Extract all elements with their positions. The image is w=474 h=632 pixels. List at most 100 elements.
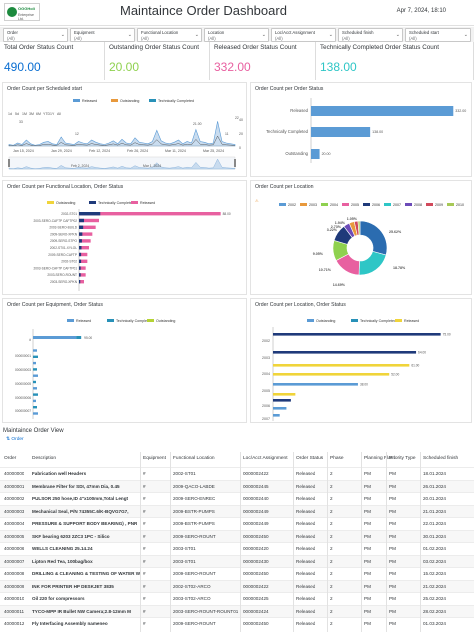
category-label: 2007: [262, 417, 270, 421]
data-label: 332.00: [455, 109, 466, 113]
table-cell: 2009-BSTR-PUMPS: [173, 521, 215, 526]
kpi-card[interactable]: Outstanding Order Status Count 20.00: [105, 42, 210, 80]
bar-location: [273, 333, 441, 336]
column-header[interactable]: Description: [32, 456, 56, 461]
table-cell: PM: [389, 546, 396, 551]
filter-scheduled-finish[interactable]: Scheduled finish (All) ⌄: [338, 28, 403, 42]
filter-equipment[interactable]: Equipment (All) ⌄: [70, 28, 135, 42]
table-row[interactable]: 40000007 Lipton Red Tea, 100bag/box #2003-…: [0, 554, 474, 567]
column-divider[interactable]: [170, 452, 171, 632]
logo-subtext: Enterprise Ltd.: [18, 13, 34, 21]
category-label: 2002-ST01: [61, 212, 77, 216]
filter-value: (All): [208, 36, 216, 41]
order-status-chart[interactable]: Released 332.00 Technically Completed 138.0…: [251, 83, 473, 178]
column-divider[interactable]: [240, 452, 241, 632]
table-row[interactable]: 40000004 PRESSURE & SUPPORT BODY BEARING)…: [0, 517, 474, 530]
bar-small: [33, 349, 37, 352]
column-header[interactable]: Loc/Acct Assignment: [243, 456, 288, 461]
legend-label: Outstanding: [120, 99, 139, 103]
column-header[interactable]: Order Status: [296, 456, 324, 461]
table-cell: Fabrication well Headers: [32, 471, 87, 476]
filter-value: (All): [409, 36, 417, 41]
equipment-chart[interactable]: Released Technically Completed Outstanding…: [3, 299, 248, 424]
legend-label: Technically Completed: [116, 319, 152, 323]
order-sort-button[interactable]: ⇅ Order: [6, 437, 24, 442]
x-tick-label: Mar 25, 2024: [203, 149, 224, 153]
filter-label: Scheduled finish: [342, 30, 374, 35]
table-cell: 2: [330, 608, 333, 614]
table-row[interactable]: 40000000 Fabrication well Headers #2002-ST…: [0, 467, 474, 480]
table-cell: #: [143, 546, 146, 551]
x-tick-label: Jan 29, 2024: [51, 149, 72, 153]
table-cell: PM: [364, 583, 371, 589]
filter-order[interactable]: Order (All) ⌄: [3, 28, 68, 42]
table-row[interactable]: 40000008 DRILLING & CLEANING & TESTING OF…: [0, 567, 474, 580]
column-header[interactable]: Functional Location: [173, 456, 215, 461]
scheduled-start-chart[interactable]: Released Outstanding Technically Completed…: [3, 83, 248, 178]
location-donut-chart[interactable]: ⚠ 2002 2003 2004 2005 2006 2007 2008 2009 2010 25.…: [251, 181, 473, 296]
datetime: Apr 7, 2024, 18:10: [396, 8, 446, 14]
kpi-card[interactable]: Technically Completed Order Status Count…: [316, 42, 474, 80]
panel-functional-location: Order Count per Functional Location, Ord…: [2, 180, 247, 295]
bar-outstanding: [311, 149, 320, 159]
bar-location: [273, 351, 417, 354]
category-label: Released: [290, 108, 308, 113]
table-row[interactable]: 40000010 Oil 220 for compressors #2003-ST0…: [0, 592, 474, 605]
functional-location-chart[interactable]: Outstanding Technically Completed Released…: [3, 181, 248, 296]
kpi-card[interactable]: Total Order Status Count 490.00: [0, 42, 105, 80]
navigator-label: Feb 2, 2024: [71, 164, 89, 168]
column-divider[interactable]: [327, 452, 328, 632]
table-cell: Oil 220 for compressors: [32, 596, 85, 601]
bar-location: [273, 383, 358, 386]
category-label: 2009-SERO-CAFTP: [48, 253, 77, 257]
chevron-down-icon: ⌄: [463, 32, 468, 38]
table-row[interactable]: 40000009 INK FOR PRINTER HP DESKJET 3835 #…: [0, 579, 474, 592]
table-cell: 30.01.2024: [423, 533, 446, 539]
table-cell: Fly Interfacing Assembly nameneo: [32, 621, 108, 626]
table-cell: PM: [389, 571, 396, 576]
column-divider[interactable]: [361, 452, 362, 632]
kpi-card[interactable]: Released Order Status Count 332.00: [210, 42, 316, 80]
column-header[interactable]: Planning Plant: [364, 456, 395, 461]
location-status-chart[interactable]: Outstanding Technically Completed Released…: [251, 299, 473, 424]
filter-label: Loc/Acct Assignment: [275, 30, 315, 35]
column-header[interactable]: Equipment: [143, 456, 166, 461]
data-label: 2.73%: [331, 225, 342, 229]
column-divider[interactable]: [386, 452, 387, 632]
legend-swatch: [47, 201, 54, 204]
table-cell: 2003-SERO-ROUNT-ROUNT01: [173, 608, 239, 614]
table-cell: 40000001: [4, 483, 25, 489]
filter-location[interactable]: Location (All) ⌄: [204, 28, 269, 42]
navigator-handle-left: [8, 159, 10, 167]
table-cell: 40000007: [4, 558, 25, 564]
table-row[interactable]: 40000002 PULSOR 250 hose,ID 4"x100mm,Tota…: [0, 492, 474, 505]
filter-functional-location[interactable]: Functional Location (All) ⌄: [137, 28, 202, 42]
table-cell: 2003-ST02-ARCO: [173, 596, 211, 601]
category-label: 000000007: [15, 409, 31, 413]
column-divider[interactable]: [140, 452, 141, 632]
table-row[interactable]: 40000001 Membrane Filter for SDI, 47mm Di…: [0, 479, 474, 492]
legend-swatch: [89, 201, 96, 204]
filter-loc-acct-assignment[interactable]: Loc/Acct Assignment (All) ⌄: [271, 28, 336, 42]
bar-small: [33, 374, 38, 377]
column-divider[interactable]: [420, 452, 421, 632]
table-cell: Released: [296, 508, 316, 514]
table-row[interactable]: 40000003 Mechanical Seal, P/N 74355C.6/K-…: [0, 504, 474, 517]
column-header[interactable]: Order: [4, 456, 17, 461]
column-divider[interactable]: [293, 452, 294, 632]
legend-label: 2008: [414, 203, 422, 207]
table-row[interactable]: 40000011 TYCO-MPP IR Bullet NW Camera;2.8…: [0, 604, 474, 617]
column-header[interactable]: Scheduled finish: [423, 456, 459, 461]
table-cell: Released: [296, 521, 316, 526]
legend-swatch: [447, 203, 454, 206]
table-row[interactable]: 40000006 WELLS CLEANING 25.14.24 #2003-ST0…: [0, 542, 474, 555]
kpi-label: Released Order Status Count: [214, 44, 297, 51]
table-row[interactable]: 40000005 SKF bearing 6203 2ZC3 1PC - Sili…: [0, 529, 474, 542]
bar-technically-completed: [79, 212, 101, 216]
table-row[interactable]: 40000012 Fly Interfacing Assembly nameneo…: [0, 617, 474, 630]
column-header[interactable]: Priority Type: [389, 456, 416, 461]
column-header[interactable]: Phase: [330, 456, 344, 461]
filter-scheduled-start[interactable]: Scheduled start (All) ⌄: [405, 28, 471, 42]
table-cell: 22.01.2024: [423, 521, 446, 526]
category-label: #: [29, 338, 31, 342]
